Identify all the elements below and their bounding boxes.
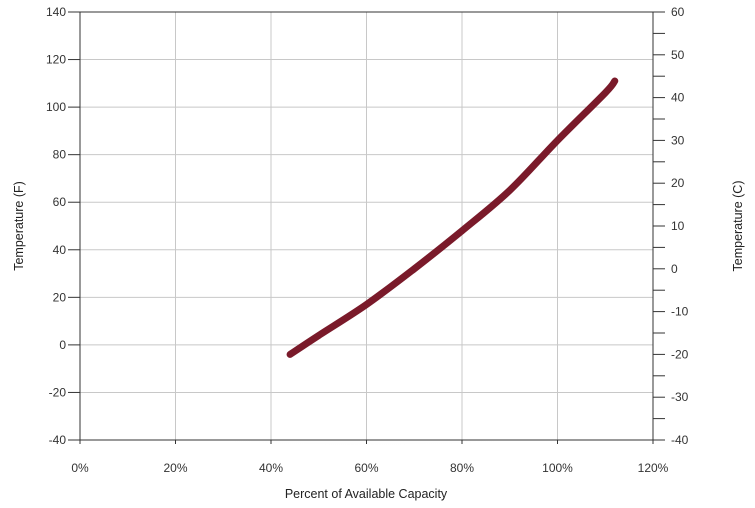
y-left-tick-label: 60 bbox=[53, 195, 67, 209]
x-axis-ticks: 0% 20% 40% 60% 80% 100% 120% bbox=[71, 440, 669, 475]
grid bbox=[80, 12, 653, 440]
y-right-tick-label: 40 bbox=[671, 91, 685, 105]
y-left-tick-label: 40 bbox=[53, 243, 67, 257]
x-tick-label: 120% bbox=[638, 461, 669, 475]
right-axis-ticks: -40 -30 -20 -10 0 10 20 30 40 50 60 bbox=[653, 5, 689, 447]
y-left-tick-label: 140 bbox=[46, 5, 66, 19]
y-left-tick-label: 120 bbox=[46, 53, 66, 67]
y-right-tick-label: -30 bbox=[671, 390, 689, 404]
y-right-tick-label: 20 bbox=[671, 176, 685, 190]
x-tick-label: 60% bbox=[354, 461, 378, 475]
y-left-tick-label: 20 bbox=[53, 290, 67, 304]
y-right-tick-label: 60 bbox=[671, 5, 685, 19]
series-line bbox=[286, 77, 619, 358]
y-left-tick-label: 100 bbox=[46, 100, 66, 114]
y-left-tick-label: 80 bbox=[53, 148, 67, 162]
y-right-tick-label: 0 bbox=[671, 262, 678, 276]
y-axis-right-title: Temperature (C) bbox=[731, 181, 745, 272]
y-right-tick-label: -10 bbox=[671, 305, 689, 319]
y-right-tick-label: -40 bbox=[671, 433, 689, 447]
y-right-tick-label: 30 bbox=[671, 133, 685, 147]
x-tick-label: 20% bbox=[163, 461, 187, 475]
left-axis-ticks: -40 -20 0 20 40 60 80 100 120 140 bbox=[46, 5, 80, 447]
y-right-tick-label: 50 bbox=[671, 48, 685, 62]
y-right-tick-label: -20 bbox=[671, 347, 689, 361]
x-tick-label: 40% bbox=[259, 461, 283, 475]
y-left-tick-label: 0 bbox=[59, 338, 66, 352]
x-tick-label: 100% bbox=[542, 461, 573, 475]
y-axis-left-title: Temperature (F) bbox=[12, 181, 26, 271]
x-axis-title: Percent of Available Capacity bbox=[285, 487, 448, 501]
y-right-tick-label: 10 bbox=[671, 219, 685, 233]
x-tick-label: 0% bbox=[71, 461, 89, 475]
y-left-tick-label: -20 bbox=[49, 385, 67, 399]
series-layer bbox=[286, 77, 619, 358]
y-left-tick-label: -40 bbox=[49, 433, 67, 447]
x-tick-label: 80% bbox=[450, 461, 474, 475]
